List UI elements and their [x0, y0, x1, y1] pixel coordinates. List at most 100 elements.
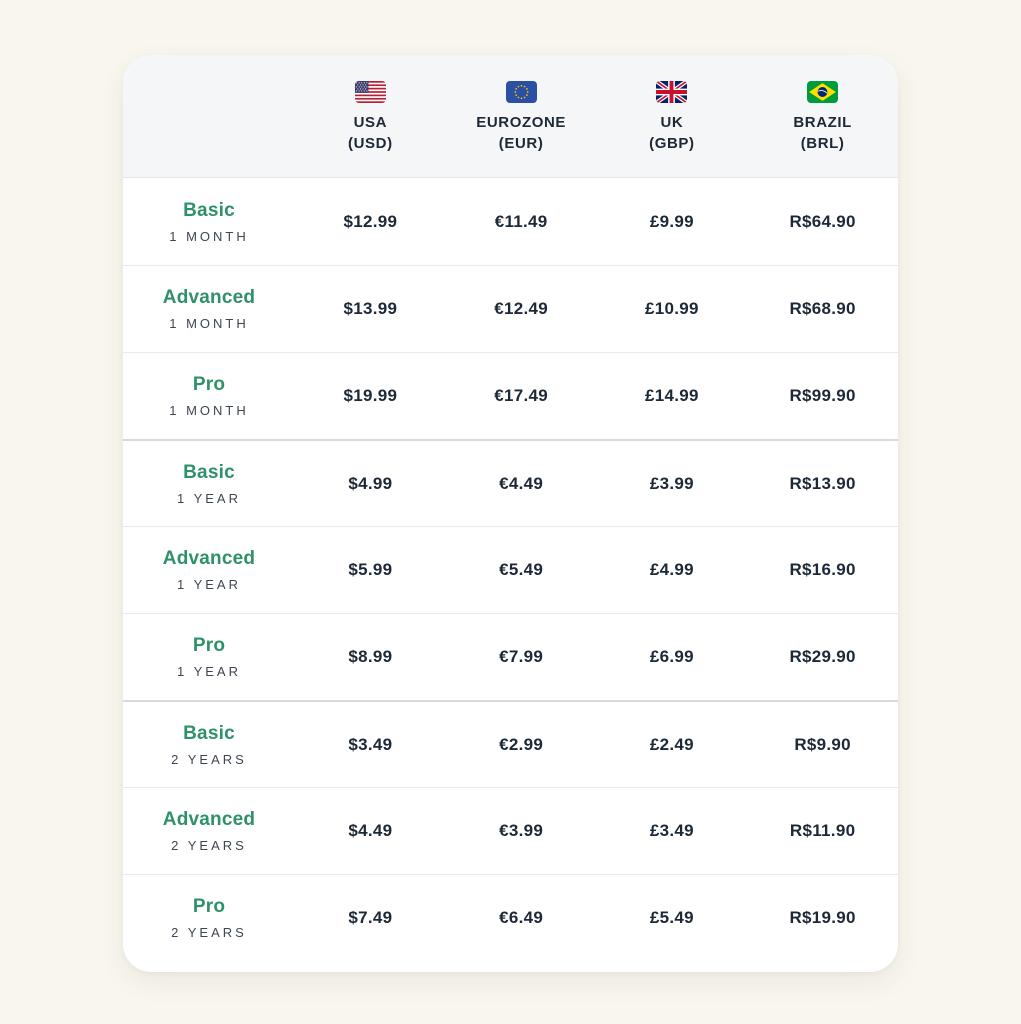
price-value: $4.99 [348, 473, 393, 493]
plan-duration: 1 YEAR [176, 664, 241, 679]
plan-name: Advanced [162, 287, 256, 308]
price-cell-usa: $4.49 [295, 821, 446, 841]
column-country: BRAZIL [793, 114, 852, 131]
price-cell-usa: $4.99 [295, 474, 446, 494]
price-cell-uk: £5.49 [597, 908, 748, 928]
plan-name: Pro [192, 374, 226, 395]
price-cell-uk: £6.99 [597, 647, 748, 667]
plan-name: Basic [183, 199, 235, 221]
price-cell-brazil: R$29.90 [747, 647, 898, 667]
price-value: $8.99 [348, 647, 393, 666]
plan-name: Pro [192, 635, 226, 656]
price-value: $19.99 [343, 386, 398, 405]
pricing-row: Basic 1 MONTH $12.99 €11.49 £9.99 R$64.9… [123, 178, 898, 265]
column-currency: (EUR) [498, 135, 544, 152]
price-value: £3.49 [649, 821, 694, 840]
pricing-row: Basic 2 YEARS $3.49 €2.99 £2.49 R$9.90 [123, 700, 898, 787]
price-value: R$29.90 [789, 647, 856, 666]
price-value: $12.99 [343, 211, 398, 231]
price-value: €4.49 [499, 473, 544, 493]
price-value: $13.99 [343, 299, 398, 318]
price-cell-brazil: R$9.90 [747, 735, 898, 755]
pricing-table-header: USA (USD) EUROZONE (EUR) [123, 55, 898, 178]
header-cell-empty [123, 55, 295, 177]
column-country: UK [660, 114, 684, 131]
price-cell-eurozone: €6.49 [446, 908, 597, 928]
price-value: R$99.90 [789, 386, 856, 405]
price-cell-brazil: R$13.90 [747, 474, 898, 494]
price-value: £9.99 [649, 211, 694, 231]
price-value: £14.99 [644, 386, 699, 405]
header-cell-usa: USA (USD) [295, 55, 446, 177]
price-cell-usa: $19.99 [295, 386, 446, 406]
price-value: £5.49 [649, 908, 694, 927]
price-value: $3.49 [348, 734, 393, 754]
header-cell-uk: UK (GBP) [597, 55, 748, 177]
price-value: €2.99 [499, 734, 544, 754]
price-value: €5.49 [499, 560, 544, 579]
pricing-row: Pro 2 YEARS $7.49 €6.49 £5.49 R$19.90 [123, 874, 898, 961]
price-cell-usa: $7.49 [295, 908, 446, 928]
price-cell-usa: $3.49 [295, 735, 446, 755]
column-label-eurozone: EUROZONE (EUR) [476, 112, 566, 154]
price-cell-uk: £10.99 [597, 299, 748, 319]
price-cell-uk: £9.99 [597, 212, 748, 232]
plan-cell: Basic 2 YEARS [123, 723, 295, 767]
price-value: R$19.90 [789, 908, 856, 927]
price-value: R$68.90 [789, 299, 856, 318]
price-value: €17.49 [494, 386, 549, 405]
plan-cell: Advanced 1 YEAR [123, 548, 295, 592]
plan-cell: Pro 1 YEAR [123, 635, 295, 679]
price-value: R$64.90 [789, 211, 856, 231]
price-value: R$16.90 [789, 560, 856, 579]
price-cell-uk: £14.99 [597, 386, 748, 406]
price-cell-eurozone: €4.49 [446, 474, 597, 494]
price-value: £10.99 [644, 299, 699, 318]
pricing-row: Advanced 2 YEARS $4.49 €3.99 £3.49 R$11.… [123, 787, 898, 874]
eu-flag-icon [505, 81, 537, 103]
plan-name: Advanced [162, 809, 256, 830]
uk-flag-icon [656, 81, 688, 103]
price-cell-brazil: R$99.90 [747, 386, 898, 406]
price-cell-uk: £4.99 [597, 560, 748, 580]
price-cell-eurozone: €3.99 [446, 821, 597, 841]
pricing-row: Advanced 1 YEAR $5.99 €5.49 £4.99 R$16.9… [123, 526, 898, 613]
plan-duration: 2 YEARS [171, 838, 247, 853]
column-currency: (GBP) [649, 135, 695, 152]
header-cell-brazil: BRAZIL (BRL) [747, 55, 898, 177]
plan-duration: 1 MONTH [169, 228, 249, 244]
plan-name: Advanced [162, 548, 256, 569]
price-cell-brazil: R$19.90 [747, 908, 898, 928]
price-cell-brazil: R$11.90 [747, 821, 898, 841]
plan-cell: Basic 1 YEAR [123, 462, 295, 506]
brazil-flag-icon [807, 81, 839, 103]
plan-duration: 2 YEARS [171, 925, 247, 940]
plan-cell: Advanced 1 MONTH [123, 287, 295, 331]
price-value: £2.49 [649, 734, 694, 754]
price-value: €7.99 [499, 647, 544, 666]
price-cell-eurozone: €11.49 [446, 212, 597, 232]
price-cell-eurozone: €5.49 [446, 560, 597, 580]
price-value: R$13.90 [789, 473, 856, 493]
price-value: £4.99 [649, 560, 694, 579]
plan-name: Basic [183, 461, 235, 483]
column-currency: (USD) [348, 135, 393, 152]
plan-cell: Basic 1 MONTH [123, 200, 295, 244]
price-cell-usa: $13.99 [295, 299, 446, 319]
price-value: R$11.90 [789, 821, 856, 840]
price-cell-eurozone: €12.49 [446, 299, 597, 319]
plan-duration: 1 YEAR [176, 490, 241, 506]
column-label-usa: USA (USD) [348, 112, 393, 154]
price-value: £6.99 [649, 647, 694, 666]
price-cell-eurozone: €2.99 [446, 735, 597, 755]
plan-cell: Advanced 2 YEARS [123, 809, 295, 853]
pricing-row: Basic 1 YEAR $4.99 €4.49 £3.99 R$13.90 [123, 439, 898, 526]
price-value: €11.49 [494, 211, 548, 231]
pricing-row: Pro 1 MONTH $19.99 €17.49 £14.99 R$99.90 [123, 352, 898, 439]
plan-duration: 2 YEARS [171, 751, 247, 767]
column-label-brazil: BRAZIL (BRL) [793, 112, 852, 154]
pricing-rows: Basic 1 MONTH $12.99 €11.49 £9.99 R$64.9… [123, 178, 898, 961]
plan-cell: Pro 2 YEARS [123, 896, 295, 940]
plan-duration: 1 MONTH [169, 403, 249, 418]
plan-duration: 1 MONTH [169, 316, 249, 331]
